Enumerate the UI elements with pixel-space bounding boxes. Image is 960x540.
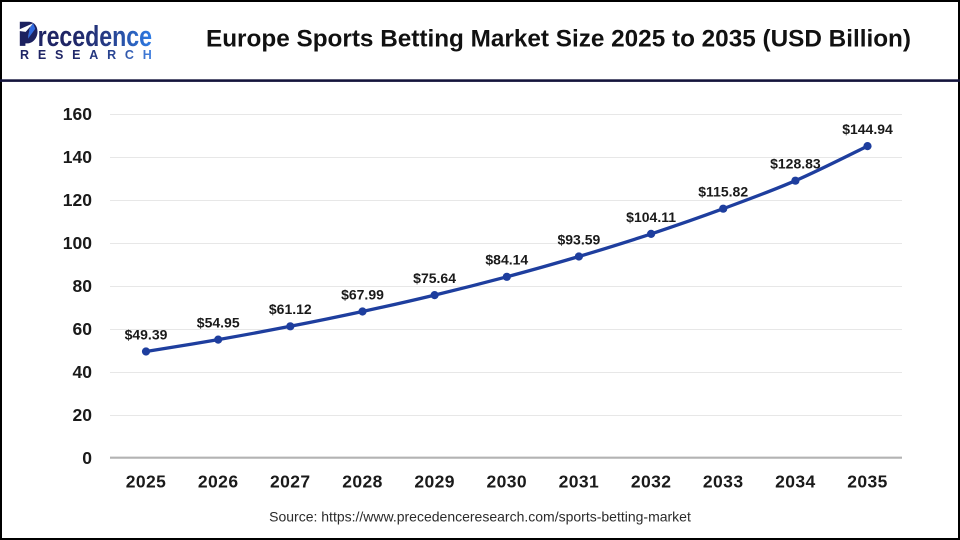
svg-text:$75.64: $75.64 [413,270,456,286]
svg-text:2025: 2025 [126,472,167,492]
svg-text:$54.95: $54.95 [197,315,240,331]
svg-text:2027: 2027 [270,472,311,492]
svg-text:160: 160 [63,104,92,124]
svg-text:RESEARCH: RESEARCH [20,48,161,62]
svg-text:$144.94: $144.94 [842,121,893,137]
svg-text:$84.14: $84.14 [485,252,528,268]
svg-text:40: 40 [73,362,93,382]
svg-text:140: 140 [63,147,92,167]
svg-text:recedence: recedence [38,19,152,52]
svg-text:2031: 2031 [559,472,600,492]
svg-text:$104.11: $104.11 [626,209,676,225]
svg-text:100: 100 [63,233,92,253]
svg-text:60: 60 [73,319,93,339]
svg-text:Source: https://www.precedence: Source: https://www.precedenceresearch.c… [269,508,691,524]
svg-text:120: 120 [63,190,92,210]
svg-text:$93.59: $93.59 [557,231,600,247]
svg-text:2035: 2035 [847,472,888,492]
svg-text:$49.39: $49.39 [125,326,168,342]
svg-text:2034: 2034 [775,472,816,492]
svg-text:$115.82: $115.82 [698,184,748,200]
svg-text:2032: 2032 [631,472,672,492]
svg-text:2030: 2030 [487,472,528,492]
svg-text:Europe Sports Betting Market S: Europe Sports Betting Market Size 2025 t… [206,26,911,53]
svg-text:$67.99: $67.99 [341,286,384,302]
svg-text:20: 20 [73,405,93,425]
svg-text:2026: 2026 [198,472,239,492]
svg-text:80: 80 [73,276,93,296]
svg-text:$128.83: $128.83 [770,156,821,172]
svg-text:2029: 2029 [414,472,455,492]
svg-text:$61.12: $61.12 [269,301,312,317]
svg-text:2028: 2028 [342,472,383,492]
svg-text:0: 0 [82,448,92,468]
svg-text:2033: 2033 [703,472,744,492]
